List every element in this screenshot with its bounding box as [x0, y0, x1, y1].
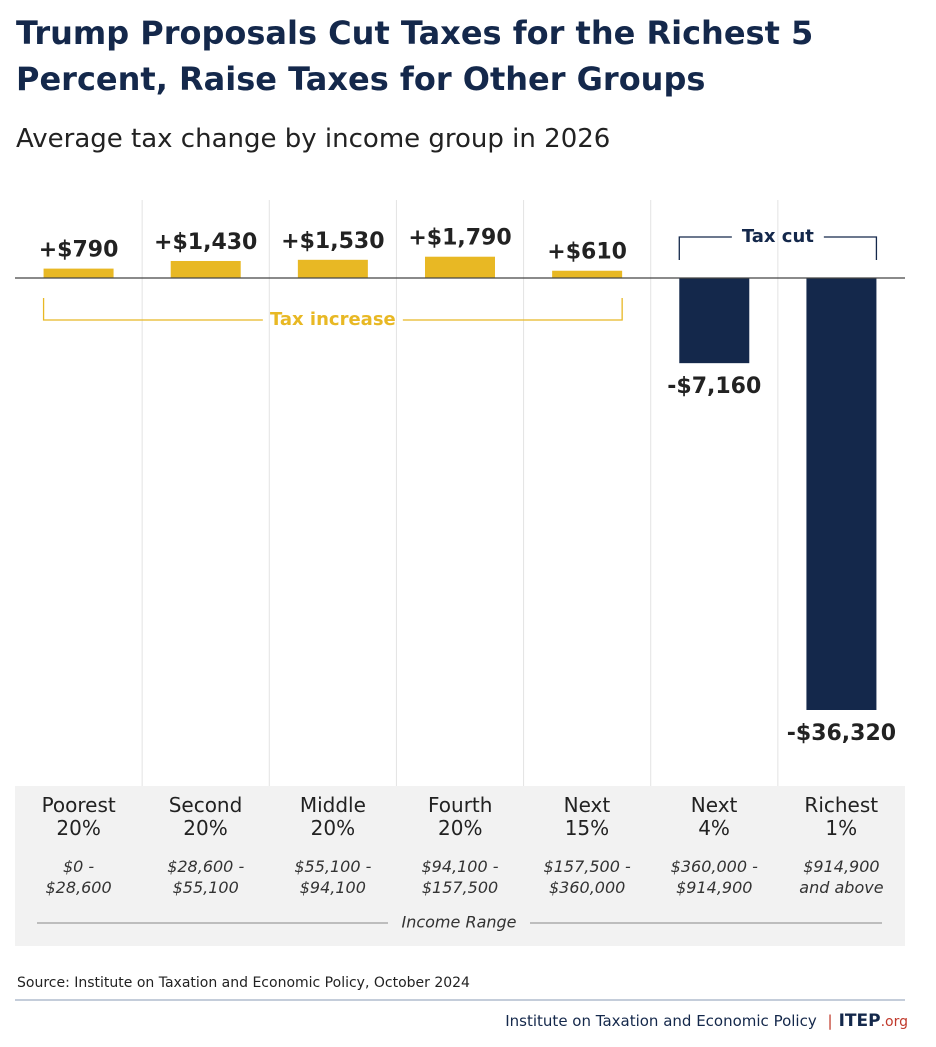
value-label: -$36,320 [787, 721, 896, 746]
bar [679, 278, 750, 364]
category-label: Middle 20% [299, 793, 366, 840]
income-range: $28,600 - $55,100 [167, 857, 245, 897]
category-label: Second 20% [168, 793, 243, 840]
bar [297, 259, 368, 278]
value-label: +$1,530 [281, 229, 384, 254]
bracket [678, 236, 878, 260]
bar [43, 268, 114, 278]
bar [170, 260, 241, 278]
chart-subtitle: Average tax change by income group in 20… [16, 124, 611, 154]
value-label: +$610 [547, 240, 627, 265]
income-range: $55,100 - $94,100 [294, 857, 372, 897]
income-range: $360,000 - $914,900 [670, 857, 758, 897]
bar [806, 278, 877, 710]
category-label: Next 4% [690, 793, 738, 840]
footer: Institute on Taxation and Economic Polic… [505, 1011, 908, 1031]
income-range: $0 - $28,600 [45, 857, 112, 897]
organization: Institute on Taxation and Economic Polic… [505, 1012, 817, 1030]
value-label: +$1,790 [408, 226, 511, 251]
income-range: $157,500 - $360,000 [543, 857, 631, 897]
value-label: -$7,160 [667, 374, 761, 399]
group-label: Tax cut [742, 226, 814, 247]
category-label: Next 15% [563, 793, 611, 840]
category-label: Poorest 20% [41, 793, 116, 840]
category-label: Richest 1% [804, 793, 879, 840]
bar [552, 270, 623, 278]
category-label: Fourth 20% [428, 793, 493, 840]
source: Source: Institute on Taxation and Econom… [17, 975, 470, 991]
group-label: Tax increase [270, 309, 396, 330]
income-range: $914,900 and above [799, 857, 884, 897]
x-axis-label: Income Range [401, 913, 516, 932]
bracket [42, 298, 623, 321]
chart-title: Trump Proposals Cut Taxes for the Riches… [16, 14, 814, 98]
label-panel [15, 786, 905, 946]
value-label: +$1,430 [154, 230, 257, 255]
logo: ITEP [838, 1011, 881, 1031]
income-range: $94,100 - $157,500 [421, 857, 499, 897]
value-label: +$790 [39, 238, 119, 263]
bar [425, 256, 495, 278]
logo-suffix: .org [880, 1014, 908, 1030]
